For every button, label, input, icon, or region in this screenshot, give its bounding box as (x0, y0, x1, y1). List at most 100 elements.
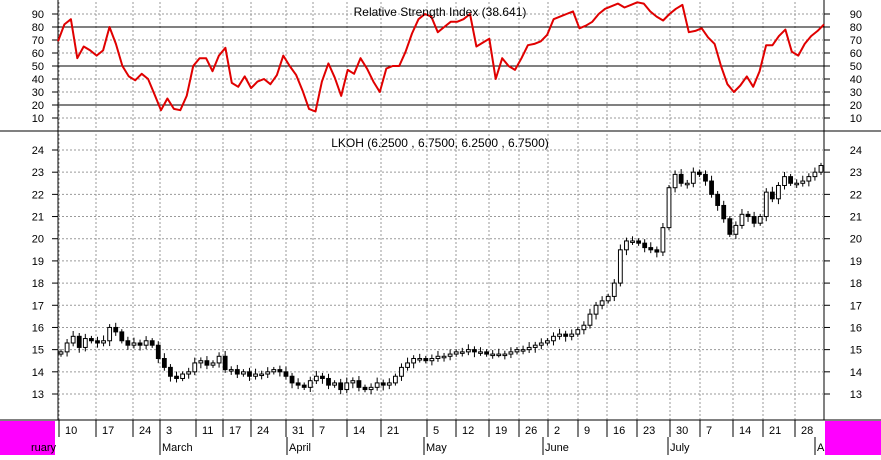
price-ytick-right-15: 15 (850, 345, 862, 357)
candle-54 (386, 378, 392, 390)
candle-38 (289, 372, 295, 389)
candle-92 (617, 244, 623, 287)
candle-123 (806, 173, 812, 187)
candle-body-10 (119, 331, 125, 342)
candle-69 (478, 347, 483, 356)
candle-26 (216, 352, 222, 368)
candle-body-70 (484, 351, 489, 355)
candle-body-28 (228, 369, 234, 372)
candle-body-79 (538, 342, 544, 346)
candle-body-107 (709, 180, 714, 195)
price-ytick-left-21: 21 (32, 212, 44, 224)
price-ytick-right-16: 16 (850, 322, 862, 334)
candle-body-62 (435, 355, 441, 360)
candle-body-92 (617, 249, 623, 284)
candle-106 (703, 170, 708, 186)
candle-45 (332, 380, 337, 388)
candle-122 (800, 175, 806, 187)
candle-body-64 (447, 353, 453, 357)
candle-61 (429, 354, 435, 366)
candle-body-102 (678, 173, 684, 184)
rsi-ytick-left-80: 80 (32, 22, 44, 34)
candle-120 (788, 173, 793, 186)
candle-body-55 (393, 375, 398, 384)
candle-body-21 (186, 371, 192, 375)
price-ytick-right-20: 20 (850, 234, 862, 246)
candle-body-94 (630, 240, 635, 243)
day-label-1: 17 (102, 425, 114, 437)
day-label-21: 14 (739, 425, 751, 437)
candle-body-18 (168, 366, 173, 377)
candle-17 (161, 353, 167, 371)
day-label-10: 21 (387, 425, 399, 437)
candle-63 (441, 352, 447, 362)
candle-body-65 (453, 351, 459, 355)
candle-body-6 (95, 340, 100, 344)
candle-body-108 (715, 193, 721, 206)
candle-27 (222, 350, 228, 373)
candle-21 (186, 367, 192, 379)
candle-body-104 (690, 171, 696, 184)
candle-body-61 (429, 358, 435, 362)
rsi-ytick-left-30: 30 (32, 87, 44, 99)
price-ytick-left-18: 18 (32, 278, 44, 290)
candle-100 (666, 185, 672, 231)
candle-23 (198, 357, 204, 369)
price-ytick-right-22: 22 (850, 189, 862, 201)
rsi-ytick-right-80: 80 (850, 22, 862, 34)
candle-body-96 (642, 242, 648, 249)
candle-body-19 (174, 375, 179, 379)
candle-51 (368, 383, 374, 395)
day-label-22: 21 (769, 425, 781, 437)
candle-43 (320, 372, 325, 384)
candle-body-27 (222, 355, 228, 371)
rsi-ytick-left-60: 60 (32, 48, 44, 60)
candle-body-20 (180, 373, 185, 379)
candle-body-91 (611, 282, 617, 297)
candle-body-118 (776, 184, 781, 200)
day-label-3: 3 (166, 425, 172, 437)
day-label-8: 7 (319, 425, 325, 437)
candle-body-12 (131, 342, 137, 346)
candle-72 (496, 348, 502, 358)
price-ytick-right-23: 23 (850, 167, 862, 179)
candle-124 (812, 167, 818, 181)
candle-body-122 (800, 180, 806, 184)
candle-body-78 (532, 344, 538, 348)
date-axis: 10 17 24 3 11 17 24 31 7 14 21 5 12 19 26 2 9 16 23 30 7 14 21… (0, 419, 881, 455)
price-ytick-right-24: 24 (850, 145, 862, 157)
price-ytick-left-15: 15 (32, 345, 44, 357)
candle-3 (76, 333, 82, 353)
candle-19 (174, 371, 179, 383)
rsi-ytick-right-60: 60 (850, 48, 862, 60)
candle-73 (502, 350, 508, 360)
candle-55 (393, 373, 398, 386)
candle-42 (313, 370, 319, 385)
candle-114 (751, 211, 757, 228)
candle-body-73 (502, 353, 508, 357)
price-ytick-right-19: 19 (850, 256, 862, 268)
candle-71 (490, 350, 496, 359)
candle-body-8 (107, 326, 113, 342)
candle-body-9 (113, 326, 119, 333)
candle-0 (58, 349, 64, 357)
candle-body-38 (289, 375, 295, 384)
candle-body-16 (155, 344, 161, 360)
candle-91 (611, 279, 617, 302)
candle-31 (247, 367, 252, 381)
candle-67 (465, 344, 471, 356)
candle-body-121 (794, 182, 800, 186)
candle-47 (344, 377, 350, 393)
axis-left-marker (0, 421, 55, 455)
price-ytick-left-13: 13 (32, 389, 44, 401)
candle-76 (520, 345, 526, 355)
month-label-6: A (817, 442, 825, 454)
candle-body-95 (636, 240, 641, 244)
candle-50 (362, 384, 368, 393)
candle-40 (301, 382, 307, 391)
candle-110 (727, 216, 733, 237)
candle-94 (630, 236, 635, 245)
candle-10 (119, 329, 125, 344)
candle-74 (508, 347, 514, 359)
